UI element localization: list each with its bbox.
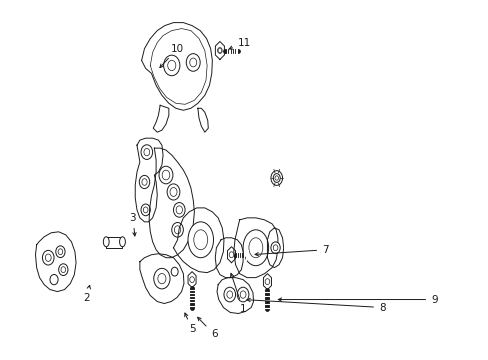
Text: 11: 11 bbox=[229, 37, 250, 49]
Circle shape bbox=[218, 48, 221, 53]
Polygon shape bbox=[106, 237, 122, 248]
Circle shape bbox=[167, 60, 176, 71]
Circle shape bbox=[270, 242, 280, 253]
Circle shape bbox=[61, 267, 65, 273]
Polygon shape bbox=[263, 274, 271, 289]
Text: 8: 8 bbox=[246, 298, 385, 312]
Circle shape bbox=[176, 206, 182, 214]
Text: 9: 9 bbox=[278, 294, 437, 305]
Circle shape bbox=[162, 170, 169, 180]
Polygon shape bbox=[153, 105, 168, 132]
Circle shape bbox=[171, 267, 178, 276]
Polygon shape bbox=[233, 218, 277, 278]
Polygon shape bbox=[217, 278, 253, 314]
Text: 6: 6 bbox=[197, 317, 217, 339]
Circle shape bbox=[224, 287, 235, 302]
Polygon shape bbox=[140, 254, 183, 303]
Circle shape bbox=[142, 179, 147, 185]
Circle shape bbox=[240, 291, 245, 298]
Circle shape bbox=[163, 55, 180, 76]
Circle shape bbox=[50, 274, 58, 285]
Circle shape bbox=[141, 145, 152, 159]
Text: 7: 7 bbox=[255, 245, 328, 256]
Circle shape bbox=[226, 291, 232, 298]
Circle shape bbox=[217, 48, 222, 53]
Circle shape bbox=[270, 171, 282, 185]
Polygon shape bbox=[215, 41, 224, 59]
Text: 5: 5 bbox=[184, 313, 195, 334]
Circle shape bbox=[173, 203, 185, 217]
Ellipse shape bbox=[193, 230, 207, 250]
Text: 4: 4 bbox=[0, 359, 1, 360]
Circle shape bbox=[229, 252, 233, 258]
Polygon shape bbox=[36, 232, 76, 292]
Circle shape bbox=[158, 274, 165, 284]
Circle shape bbox=[174, 226, 181, 234]
Ellipse shape bbox=[248, 238, 262, 258]
Polygon shape bbox=[173, 208, 224, 273]
Text: 2: 2 bbox=[83, 285, 90, 302]
Circle shape bbox=[274, 176, 278, 180]
Circle shape bbox=[237, 287, 248, 302]
Circle shape bbox=[58, 249, 62, 255]
Circle shape bbox=[141, 204, 150, 216]
Ellipse shape bbox=[103, 237, 109, 247]
Circle shape bbox=[273, 245, 277, 251]
Circle shape bbox=[42, 250, 54, 265]
Polygon shape bbox=[267, 228, 283, 268]
Circle shape bbox=[170, 188, 177, 197]
Ellipse shape bbox=[120, 237, 125, 247]
Circle shape bbox=[45, 254, 51, 261]
Circle shape bbox=[153, 268, 170, 289]
Text: 10: 10 bbox=[160, 44, 184, 68]
Polygon shape bbox=[215, 238, 243, 278]
Circle shape bbox=[143, 148, 149, 156]
Polygon shape bbox=[135, 138, 163, 222]
Circle shape bbox=[186, 54, 200, 71]
Text: 3: 3 bbox=[129, 213, 136, 236]
Ellipse shape bbox=[187, 222, 213, 258]
Circle shape bbox=[143, 207, 148, 213]
Polygon shape bbox=[142, 23, 212, 110]
Ellipse shape bbox=[243, 230, 268, 266]
Circle shape bbox=[167, 184, 180, 200]
Text: 1: 1 bbox=[230, 273, 246, 315]
Circle shape bbox=[139, 175, 149, 189]
Polygon shape bbox=[227, 247, 235, 263]
Circle shape bbox=[273, 174, 280, 183]
Circle shape bbox=[56, 246, 65, 258]
Circle shape bbox=[189, 277, 194, 283]
Circle shape bbox=[189, 58, 196, 67]
Circle shape bbox=[171, 222, 183, 237]
Polygon shape bbox=[149, 148, 194, 258]
Circle shape bbox=[264, 279, 269, 284]
Polygon shape bbox=[188, 272, 196, 288]
Polygon shape bbox=[198, 108, 208, 132]
Circle shape bbox=[159, 166, 173, 184]
Circle shape bbox=[59, 264, 68, 275]
